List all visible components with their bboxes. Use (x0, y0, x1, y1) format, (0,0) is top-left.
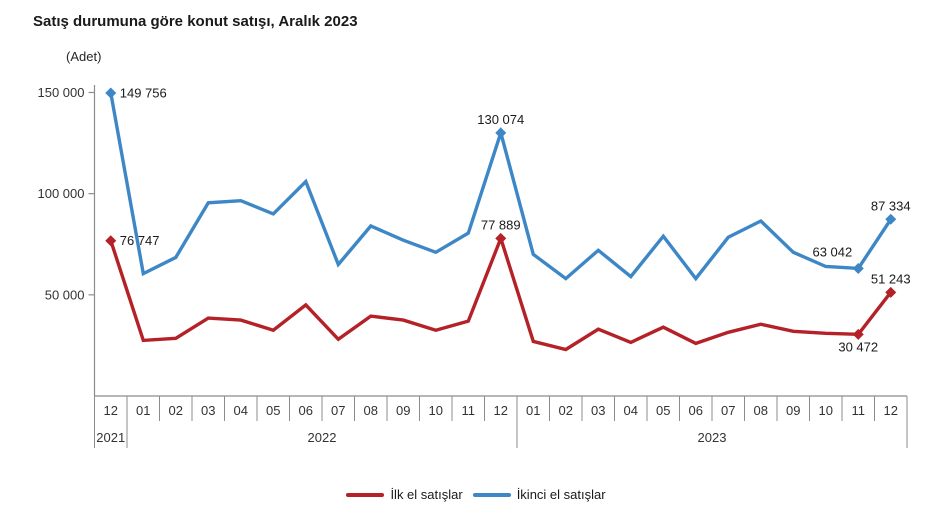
x-year-label: 2023 (698, 430, 727, 445)
data-point-label: 87 334 (871, 198, 911, 213)
x-month-label: 07 (721, 403, 735, 418)
line-chart-canvas: 50 000 100 000 150 000 12 01 02 03 04 05 06 07 08 09… (38, 85, 911, 448)
data-point-label: 51 243 (871, 271, 911, 286)
data-point-label: 130 074 (477, 112, 524, 127)
x-month-label: 03 (591, 403, 605, 418)
series-marker-1 (105, 87, 117, 99)
x-month-label: 01 (526, 403, 540, 418)
x-month-label: 12 (104, 403, 118, 418)
y-tick-label: 50 000 (45, 287, 85, 302)
x-year-label: 2022 (308, 430, 337, 445)
x-month-label: 05 (656, 403, 670, 418)
series-marker-0 (852, 328, 864, 340)
x-month-label: 08 (754, 403, 768, 418)
data-point-label: 63 042 (812, 244, 852, 259)
series-marker-1 (885, 213, 897, 225)
chart-title: Satış durumuna göre konut satışı, Aralık… (33, 13, 358, 30)
chart-legend: İlk el satışlar İkinci el satışlar (0, 487, 952, 502)
x-month-label: 02 (169, 403, 183, 418)
x-month-label: 08 (364, 403, 378, 418)
series-marker-0 (885, 286, 897, 298)
data-point-label: 77 889 (481, 217, 521, 232)
legend-label-second-hand: İkinci el satışlar (516, 487, 606, 502)
x-month-label: 09 (396, 403, 410, 418)
first-hand-line-swatch-icon (346, 492, 385, 497)
x-year-label: 2021 (96, 430, 125, 445)
x-month-label: 06 (299, 403, 313, 418)
legend-label-first-hand: İlk el satışlar (390, 487, 463, 502)
x-month-label: 06 (689, 403, 703, 418)
x-month-label: 10 (429, 403, 443, 418)
x-month-label: 11 (462, 403, 476, 418)
y-tick-label: 100 000 (38, 186, 85, 201)
series-marker-0 (495, 232, 507, 244)
series-marker-1 (495, 127, 507, 139)
x-month-label: 09 (786, 403, 800, 418)
x-month-label: 12 (884, 403, 898, 418)
data-point-label: 30 472 (838, 339, 878, 354)
x-month-label: 05 (266, 403, 280, 418)
data-point-label: 149 756 (120, 85, 167, 100)
legend-item-first-hand: İlk el satışlar (346, 487, 463, 502)
x-month-label: 04 (624, 403, 638, 418)
x-month-label: 07 (331, 403, 345, 418)
series-marker-1 (852, 262, 864, 274)
x-month-label: 02 (559, 403, 573, 418)
series-marker-0 (105, 235, 117, 247)
x-month-label: 11 (852, 403, 866, 418)
x-month-label: 10 (819, 403, 833, 418)
legend-item-second-hand: İkinci el satışlar (472, 487, 606, 502)
second-hand-line-swatch-icon (472, 492, 511, 497)
x-month-label: 12 (494, 403, 508, 418)
x-month-label: 04 (234, 403, 248, 418)
y-tick-label: 150 000 (38, 85, 85, 100)
data-point-label: 76 747 (120, 233, 160, 248)
series-line-0 (109, 233, 893, 352)
y-axis-unit-label: (Adet) (66, 49, 102, 64)
x-month-label: 01 (136, 403, 150, 418)
x-month-label: 03 (201, 403, 215, 418)
